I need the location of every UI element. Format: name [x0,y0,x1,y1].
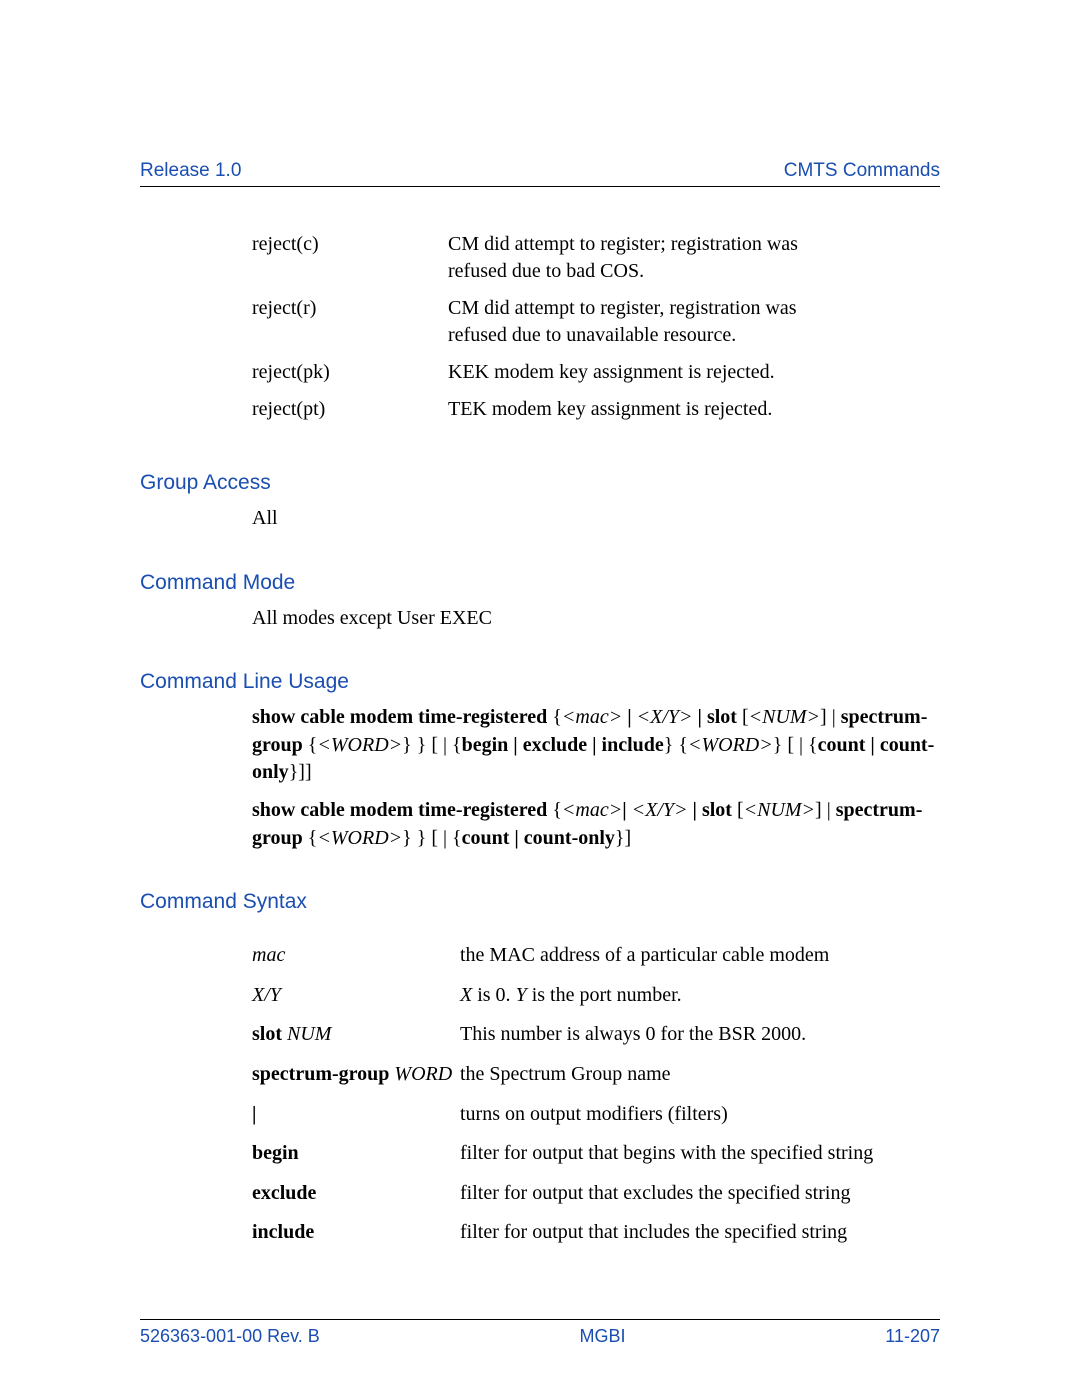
syntax-row: | turns on output modifiers (filters) [252,1101,880,1141]
syntax-desc: filter for output that begins with the s… [460,1140,880,1180]
reject-definitions: reject(c) CM did attempt to register; re… [252,231,858,433]
header-left: Release 1.0 [140,160,241,182]
syntax-desc: filter for output that includes the spec… [460,1219,880,1259]
command-mode-body: All modes except User EXEC [252,605,940,633]
syntax-term: exclude [252,1180,460,1220]
reject-desc: KEK modem key assignment is rejected. [448,359,858,396]
usage-line-2: show cable modem time-registered {<mac>|… [252,797,940,852]
syntax-row: slot NUM This number is always 0 for the… [252,1021,880,1061]
footer-center: MGBI [580,1326,626,1347]
syntax-term: X/Y [252,982,460,1022]
usage-line-1: show cable modem time-registered {<mac> … [252,704,940,787]
syntax-row: X/Y X is 0. Y is the port number. [252,982,880,1022]
usage-block: show cable modem time-registered {<mac> … [252,704,940,852]
footer-right: 11-207 [885,1326,940,1347]
syntax-term: slot NUM [252,1021,460,1061]
reject-term: reject(c) [252,231,448,295]
reject-desc: CM did attempt to register, registration… [448,295,858,359]
content: reject(c) CM did attempt to register; re… [140,187,940,1347]
syntax-desc: the Spectrum Group name [460,1061,880,1101]
reject-term: reject(pt) [252,396,448,433]
syntax-desc: turns on output modifiers (filters) [460,1101,880,1141]
page-header: Release 1.0 CMTS Commands [140,160,940,182]
syntax-row: begin filter for output that begins with… [252,1140,880,1180]
reject-desc: TEK modem key assignment is rejected. [448,396,858,433]
reject-row: reject(pt) TEK modem key assignment is r… [252,396,858,433]
reject-row: reject(c) CM did attempt to register; re… [252,231,858,295]
syntax-term: begin [252,1140,460,1180]
syntax-term: spectrum-group WORD [252,1061,460,1101]
page: Release 1.0 CMTS Commands reject(c) CM d… [0,0,1080,1397]
syntax-row: exclude filter for output that excludes … [252,1180,880,1220]
reject-row: reject(r) CM did attempt to register, re… [252,295,858,359]
page-footer: 526363-001-00 Rev. B MGBI 11-207 [140,1326,940,1347]
syntax-desc: X is 0. Y is the port number. [460,982,880,1022]
syntax-term: mac [252,942,460,982]
syntax-desc: the MAC address of a particular cable mo… [460,942,880,982]
header-right: CMTS Commands [784,160,940,182]
section-command-line-usage: Command Line Usage [140,670,940,694]
command-syntax-table: mac the MAC address of a particular cabl… [252,942,880,1259]
reject-term: reject(r) [252,295,448,359]
syntax-term: include [252,1219,460,1259]
group-access-body: All [252,505,940,533]
footer-left: 526363-001-00 Rev. B [140,1326,320,1347]
syntax-row: include filter for output that includes … [252,1219,880,1259]
section-command-syntax: Command Syntax [140,890,940,914]
reject-row: reject(pk) KEK modem key assignment is r… [252,359,858,396]
syntax-desc: This number is always 0 for the BSR 2000… [460,1021,880,1061]
syntax-term: | [252,1101,460,1141]
syntax-desc: filter for output that excludes the spec… [460,1180,880,1220]
syntax-row: spectrum-group WORD the Spectrum Group n… [252,1061,880,1101]
reject-desc: CM did attempt to register; registration… [448,231,858,295]
syntax-row: mac the MAC address of a particular cabl… [252,942,880,982]
footer-rule [140,1319,940,1320]
section-command-mode: Command Mode [140,571,940,595]
section-group-access: Group Access [140,471,940,495]
reject-term: reject(pk) [252,359,448,396]
